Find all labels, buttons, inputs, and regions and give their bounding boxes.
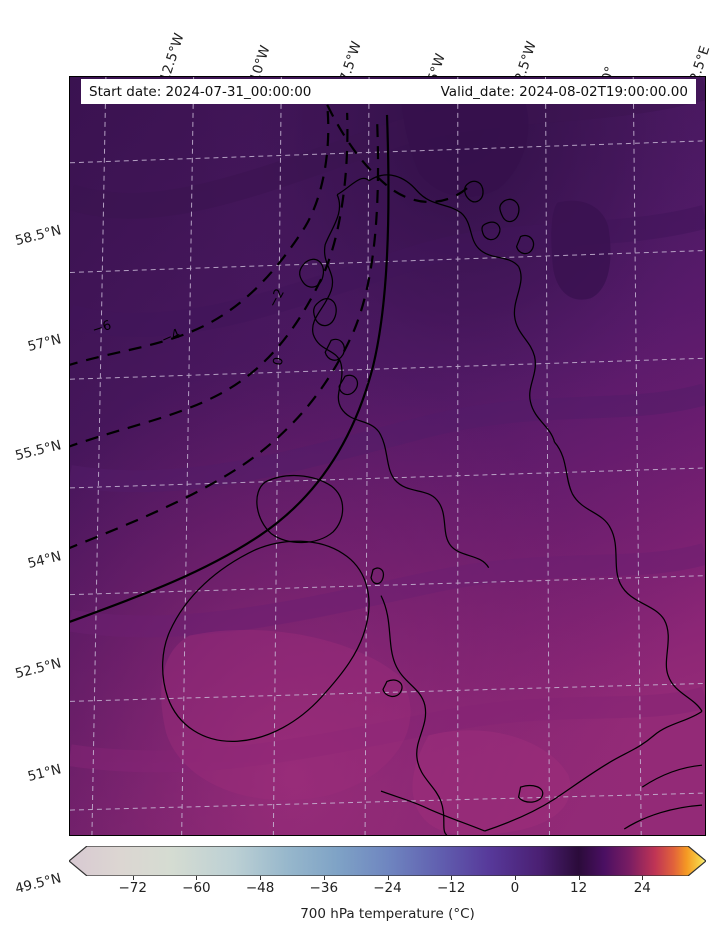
colorbar-tick-label: 24: [633, 880, 651, 896]
date-title-bar: Start date: 2024-07-31_00:00:00 Valid_da…: [81, 79, 696, 104]
colorbar-tick-mark: [260, 876, 262, 880]
colorbar-tick-mark: [323, 876, 325, 880]
svg-text:0: 0: [271, 356, 287, 367]
colorbar-tick-mark: [451, 876, 453, 880]
colorbar-tick-label: −36: [309, 880, 339, 896]
colorbar-tick-mark: [578, 876, 580, 880]
colorbar-tick-mark: [387, 876, 389, 880]
colorbar-tick-label: −60: [182, 880, 211, 896]
colorbar-label: 700 hPa temperature (°C): [300, 906, 475, 922]
start-date-label: Start date: 2024-07-31_00:00:00: [89, 83, 312, 100]
valid-date-label: Valid_date: 2024-08-02T19:00:00.00: [440, 83, 688, 100]
colorbar-tick-mark: [514, 876, 516, 880]
colorbar-tick-label: 0: [510, 880, 520, 896]
y-axis-tick-label: 55.5°N: [13, 437, 63, 465]
colorbar-tick-mark: [642, 876, 644, 880]
svg-text:−6: −6: [91, 318, 114, 338]
y-axis-tick-label: 57°N: [26, 331, 63, 355]
y-axis-tick-label: 49.5°N: [13, 870, 63, 898]
y-axis-tick-label: 52.5°N: [13, 655, 63, 683]
colorbar-tick-label: −12: [436, 880, 466, 896]
svg-text:−4: −4: [159, 326, 183, 347]
temperature-map: −6 −4 −2 0: [70, 77, 705, 835]
colorbar-tick-label: −24: [373, 880, 402, 896]
colorbar[interactable]: −72 −60 −48 −36 −24 −12 0 12 24 700 hPa temperat…: [69, 846, 706, 922]
colorbar-gradient: [69, 846, 706, 876]
colorbar-tick-mark: [196, 876, 198, 880]
y-axis-tick-label: 54°N: [26, 548, 63, 572]
map-axes[interactable]: −6 −4 −2 0 Start date: 2024-07-31_00:00:…: [69, 76, 706, 836]
colorbar-tick-label: −48: [245, 880, 275, 896]
y-axis-tick-label: 51°N: [26, 761, 63, 785]
y-axis-tick-label: 58.5°N: [13, 222, 63, 250]
colorbar-tick-label: −72: [118, 880, 147, 896]
colorbar-tick-mark: [132, 876, 134, 880]
colorbar-tick-label: 12: [570, 880, 588, 896]
